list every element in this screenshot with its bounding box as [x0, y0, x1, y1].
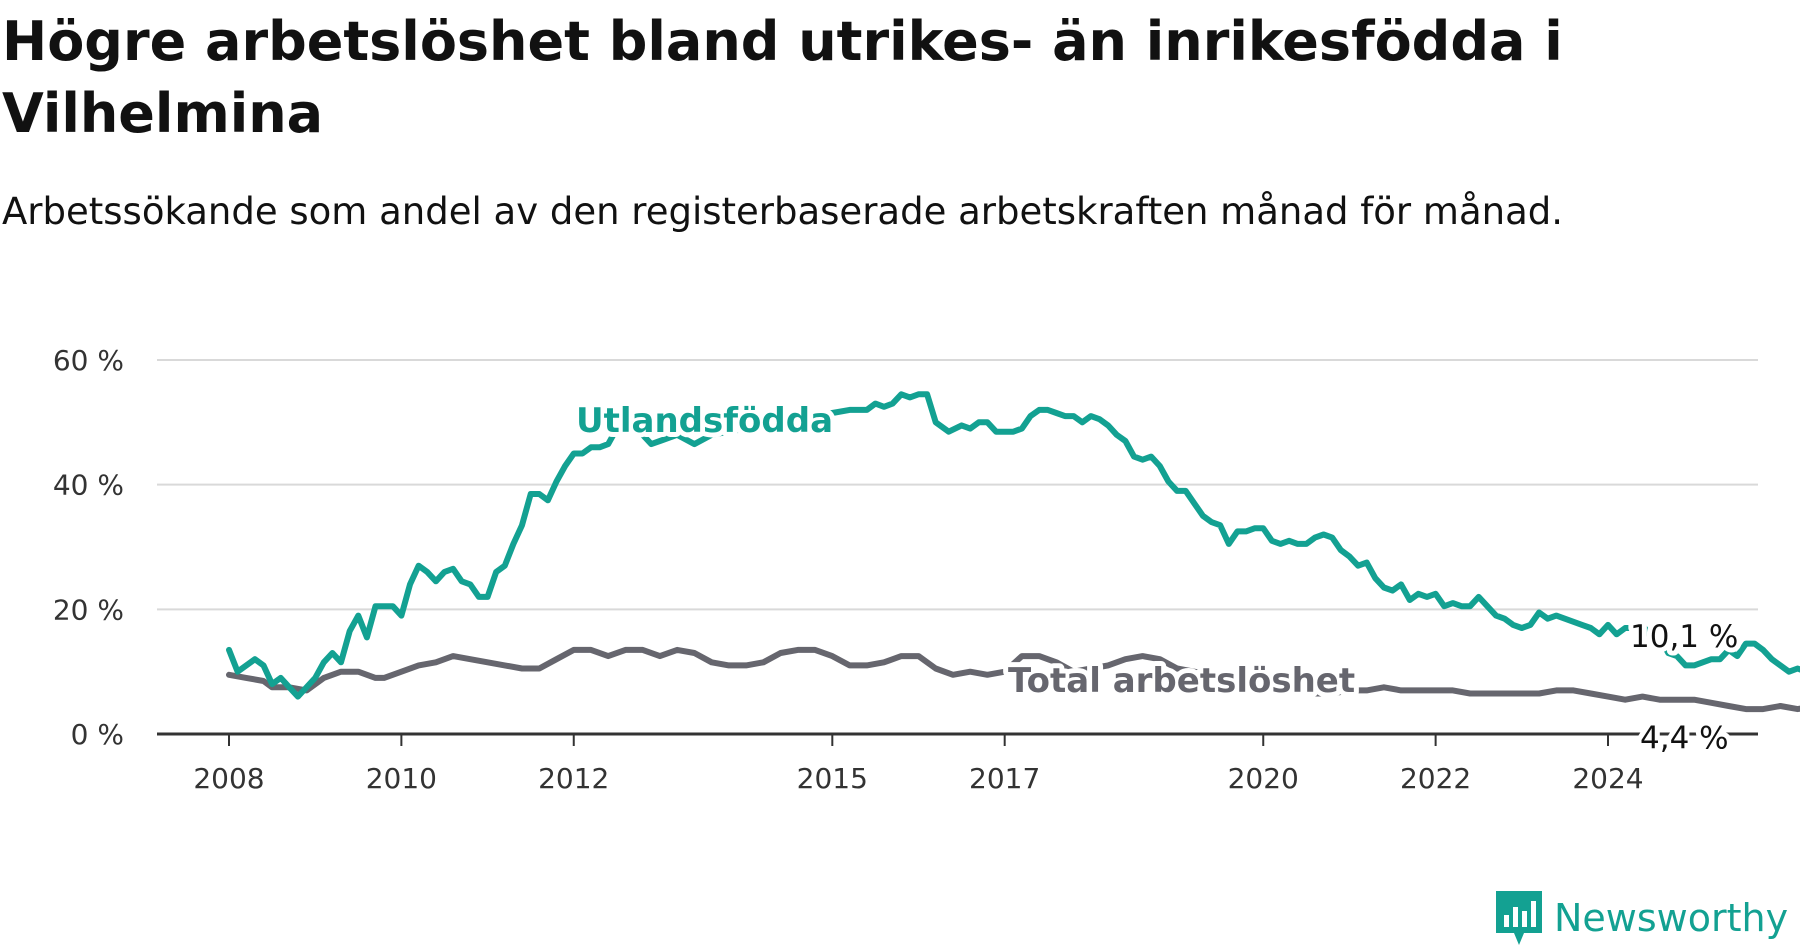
series-lines: [226, 391, 1800, 713]
x-tick-label: 2024: [1572, 762, 1643, 795]
end-label-total-arbetsloshet-halo: 4,4 %: [1640, 721, 1729, 757]
gridlines: [157, 359, 1758, 736]
series-line-utlandsfodda: [226, 391, 1800, 700]
x-tick-label: 2012: [538, 762, 609, 795]
x-tick-label: 2017: [969, 762, 1040, 795]
x-tick-label: 2022: [1400, 762, 1471, 795]
series-label-total-arbetsloshet: Total arbetslöshet: [1008, 661, 1355, 701]
chart-title: Högre arbetslöshet bland utrikes- än inr…: [2, 10, 1563, 145]
series-label-utlandsfodda-halo: Utlandsfödda: [576, 401, 833, 441]
x-tick-label: 2015: [797, 762, 868, 795]
y-tick-label: 0 %: [71, 718, 124, 751]
series-line-total-arbetsloshet: [226, 646, 1800, 713]
x-tick-label: 2010: [366, 762, 437, 795]
brand-name: Newsworthy: [1554, 896, 1789, 940]
end-label-utlandsfodda-halo: 10,1 %: [1630, 619, 1738, 655]
x-axis-ticks: 2008 2010 2012 2015 2017 2020 2022 2024: [193, 734, 1644, 795]
y-tick-label: 20 %: [53, 593, 124, 626]
y-tick-label: 40 %: [53, 469, 124, 502]
end-label-utlandsfodda: 10,1 %: [1630, 619, 1738, 655]
y-tick-label: 60 %: [53, 344, 124, 377]
y-axis-ticks: 0 % 20 % 40 % 60 %: [53, 344, 124, 751]
series-label-utlandsfodda: Utlandsfödda: [576, 401, 833, 441]
end-label-total-arbetsloshet: 4,4 %: [1640, 721, 1729, 757]
newsworthy-logo-icon: [1496, 891, 1542, 945]
newsworthy-logo: Newsworthy: [1494, 888, 1788, 948]
x-tick-label: 2008: [193, 762, 264, 795]
chart-subtitle: Arbetssökande som andel av den registerb…: [2, 190, 1563, 233]
x-tick-label: 2020: [1228, 762, 1299, 795]
series-label-total-arbetsloshet-halo: Total arbetslöshet: [1008, 661, 1355, 701]
